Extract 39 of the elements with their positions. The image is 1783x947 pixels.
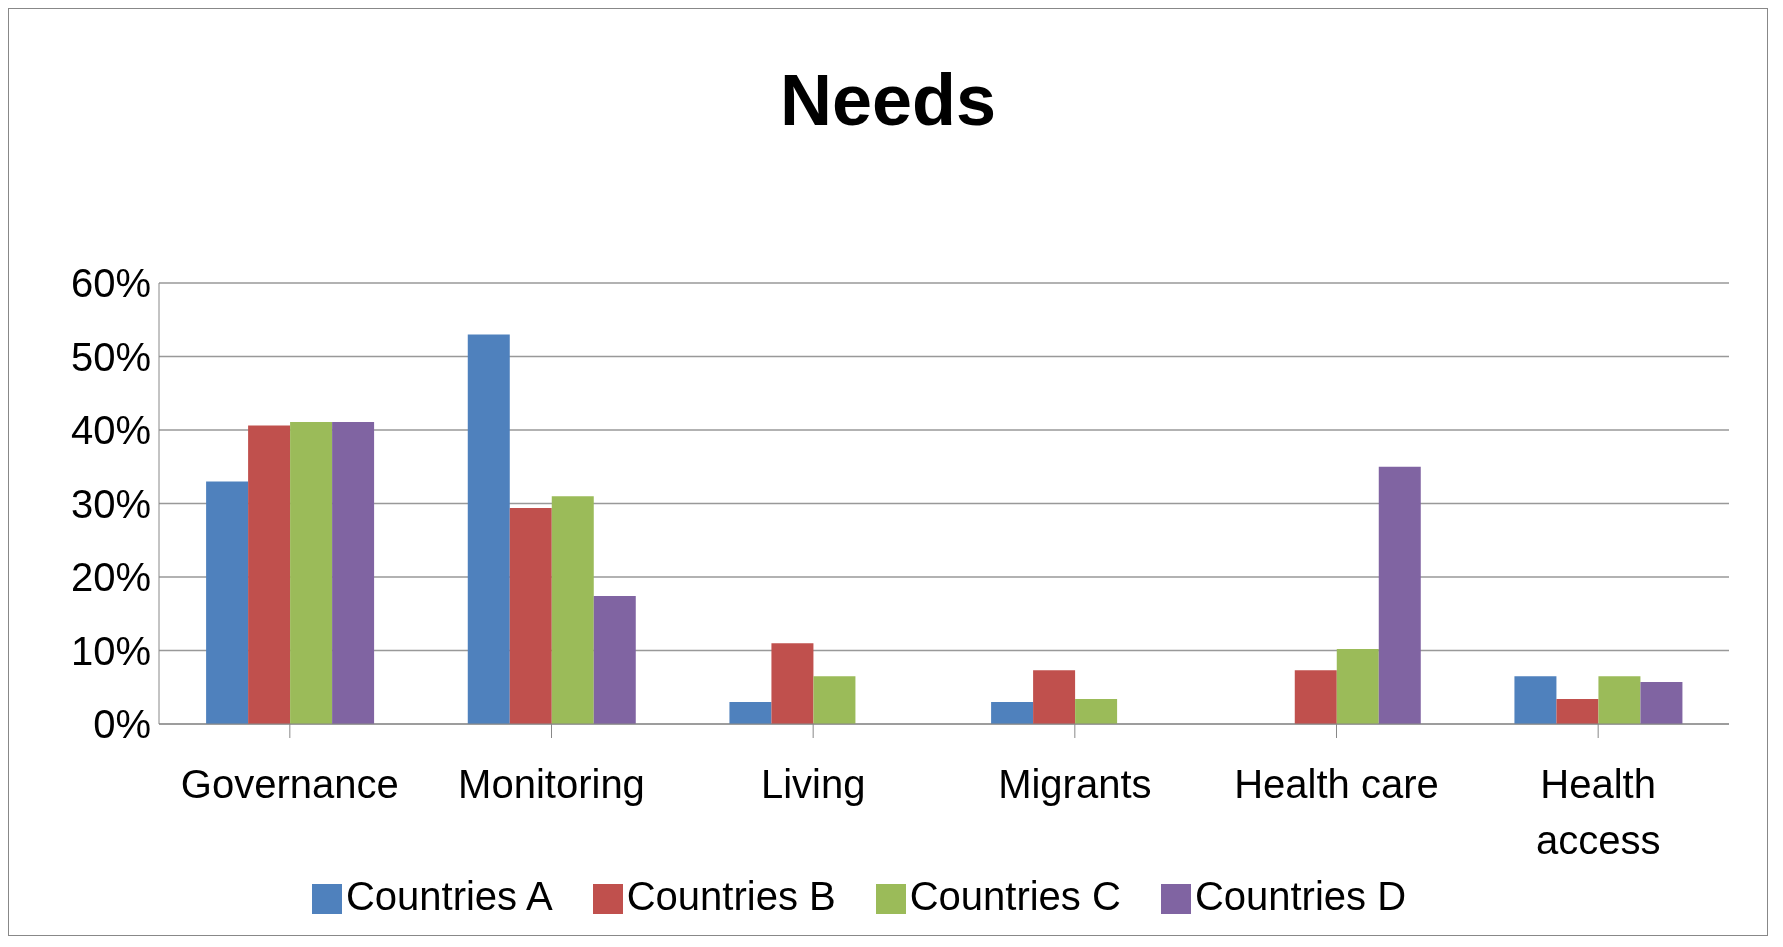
bar	[467, 334, 510, 724]
bar	[593, 596, 636, 724]
y-tick-label: 10%	[70, 628, 151, 673]
x-tick-label: Migrants	[998, 762, 1152, 806]
x-tick-label: Governance	[180, 762, 399, 806]
bar	[248, 425, 291, 724]
x-tick-label: Living	[760, 762, 866, 806]
bar	[771, 643, 814, 724]
y-tick-label: 0%	[93, 702, 151, 747]
x-tick-label: Health access	[1535, 762, 1661, 862]
bar	[1556, 699, 1599, 724]
bar	[1598, 676, 1641, 724]
bar	[1075, 699, 1118, 724]
bar	[290, 421, 333, 724]
bar	[1378, 466, 1421, 724]
bar	[991, 701, 1034, 724]
x-tick-label: Health care	[1234, 762, 1439, 806]
bar	[813, 676, 856, 724]
y-tick-label: 50%	[70, 334, 151, 379]
legend-label: Countries C	[909, 874, 1121, 918]
legend-label: Countries B	[626, 874, 836, 918]
y-tick-label: 30%	[70, 481, 151, 526]
bar	[551, 496, 594, 724]
legend-label: Countries D	[1194, 874, 1407, 918]
y-tick-label: 60%	[70, 261, 151, 306]
bar	[729, 701, 772, 724]
bar	[1336, 649, 1379, 724]
bar	[509, 507, 552, 724]
y-tick-label: 20%	[70, 555, 151, 600]
chart-title: Needs	[778, 59, 998, 141]
legend-label: Countries A	[345, 874, 553, 918]
bar	[1640, 682, 1683, 724]
bar	[1514, 676, 1557, 724]
bar	[1294, 670, 1337, 724]
bar	[1033, 670, 1076, 724]
y-tick-label: 40%	[70, 408, 151, 453]
bar	[332, 421, 375, 724]
x-tick-label: Monitoring	[458, 762, 645, 806]
bar	[206, 481, 249, 724]
